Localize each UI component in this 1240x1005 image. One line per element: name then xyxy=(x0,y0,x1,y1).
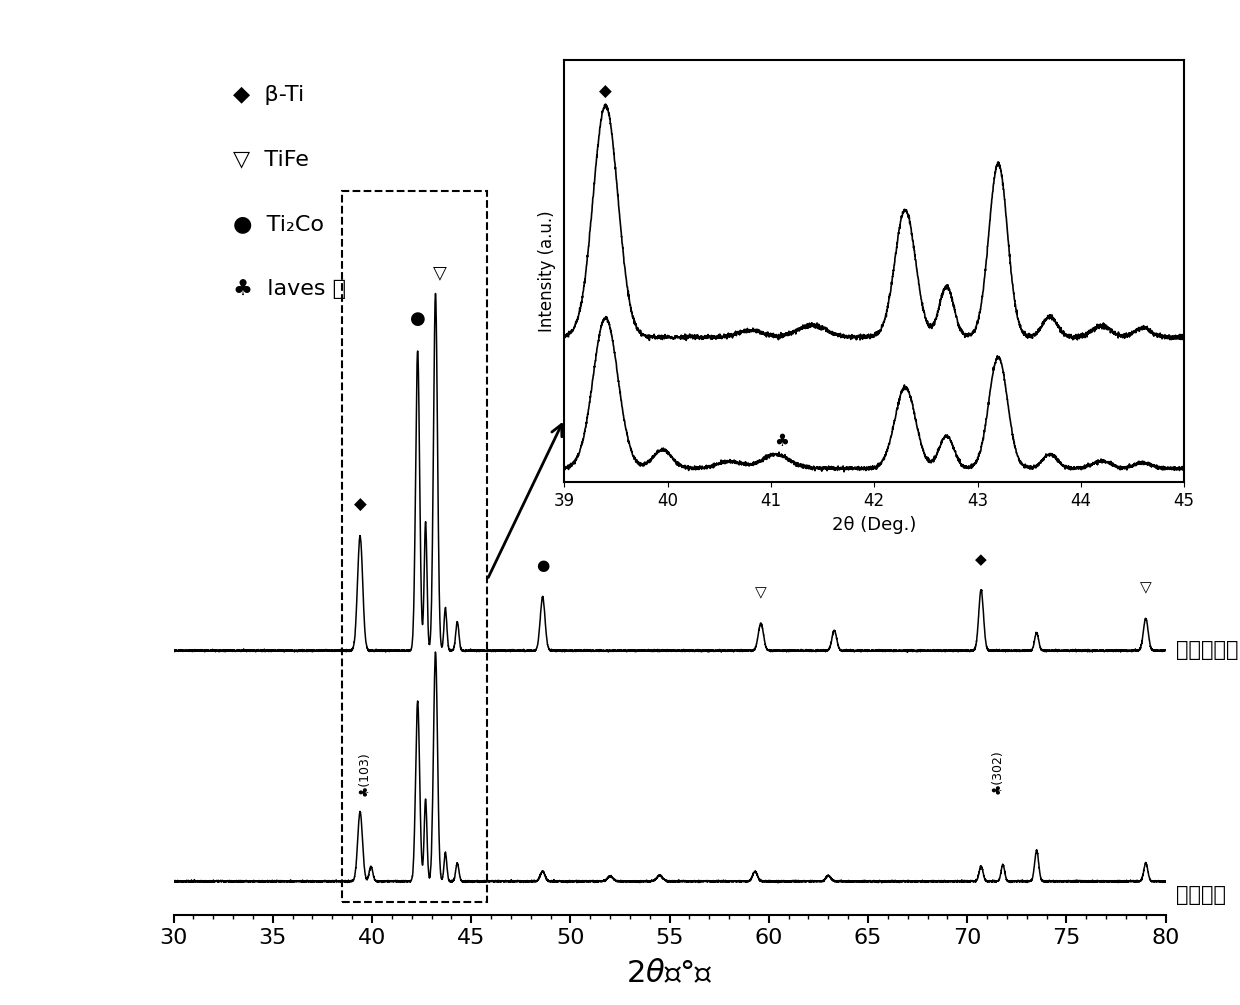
Text: ◆  β-Ti: ◆ β-Ti xyxy=(233,84,304,105)
Text: ♣  laves 相: ♣ laves 相 xyxy=(233,279,346,299)
Text: ◆: ◆ xyxy=(353,495,367,514)
X-axis label: 2θ (Deg.): 2θ (Deg.) xyxy=(832,516,916,534)
Text: 未形变合金: 未形变合金 xyxy=(1176,640,1238,660)
Text: 形变合金: 形变合金 xyxy=(1176,884,1225,904)
Bar xyxy=(342,191,487,901)
X-axis label: $2\theta$（°）: $2\theta$（°） xyxy=(626,959,713,988)
Text: ▽: ▽ xyxy=(433,264,446,282)
Text: ◆: ◆ xyxy=(975,553,987,568)
Text: ▽  TiFe: ▽ TiFe xyxy=(233,150,309,170)
Text: ▽: ▽ xyxy=(1140,581,1152,596)
Text: ●: ● xyxy=(409,310,425,328)
Text: ♣(103): ♣(103) xyxy=(357,751,371,796)
Text: ♣: ♣ xyxy=(774,432,789,450)
Y-axis label: Intensity (a.u.): Intensity (a.u.) xyxy=(538,210,556,333)
Text: ◆: ◆ xyxy=(599,82,611,100)
Text: ●: ● xyxy=(536,559,549,574)
Text: ▽: ▽ xyxy=(755,586,766,601)
Text: ♣(302): ♣(302) xyxy=(991,750,1003,794)
Text: ●  Ti₂Co: ● Ti₂Co xyxy=(233,214,324,234)
